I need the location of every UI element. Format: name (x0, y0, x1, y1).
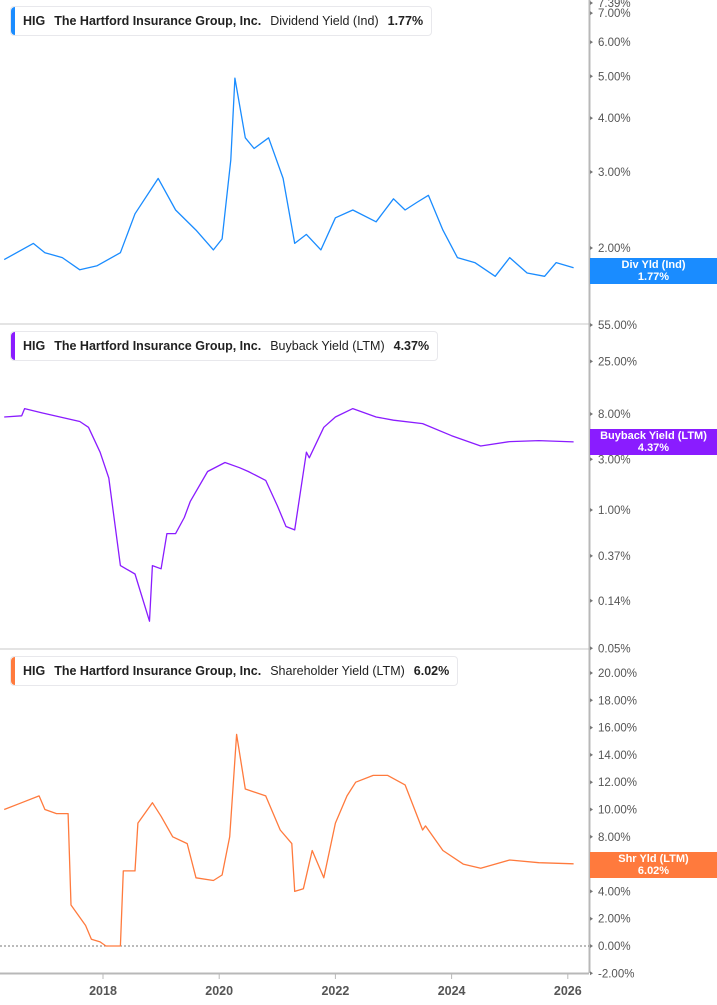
dividend-yield-value-tag: Div Yld (Ind) 1.77% (590, 258, 717, 284)
legend-shareholder-yield[interactable]: HIG The Hartford Insurance Group, Inc. S… (10, 656, 459, 686)
buyback-yield-value-tag: Buyback Yield (LTM) 4.37% (590, 429, 717, 455)
dividend-yield-line (3, 77, 574, 277)
svg-text:3.00%: 3.00% (598, 167, 631, 179)
svg-text:2.00%: 2.00% (598, 243, 631, 255)
series-color-marker (11, 657, 15, 685)
metric-label: Shareholder Yield (LTM) (270, 664, 405, 678)
shareholder-yield-value-tag: Shr Yld (LTM) 6.02% (590, 852, 717, 878)
buyback-yield-line (4, 407, 574, 622)
ticker-label: HIG (23, 664, 46, 678)
svg-text:0.37%: 0.37% (598, 551, 631, 563)
svg-text:2020: 2020 (205, 984, 233, 998)
svg-text:0.14%: 0.14% (598, 596, 631, 608)
metric-label: Dividend Yield (Ind) (270, 14, 379, 28)
metric-value: 1.77% (387, 14, 424, 28)
metric-value: 4.37% (393, 339, 430, 353)
svg-text:6.00%: 6.00% (598, 37, 631, 49)
tag-label: Shr Yld (LTM) (618, 853, 689, 865)
company-label: The Hartford Insurance Group, Inc. (54, 14, 262, 28)
svg-text:-2.00%: -2.00% (598, 968, 634, 980)
y-axis-ticks: 7.39%7.00% 6.00% 5.00% 4.00% 3.00% 2.00% 55.00… (590, 0, 637, 980)
series-color-marker (11, 7, 15, 35)
svg-text:2.00%: 2.00% (598, 914, 631, 926)
svg-text:3.00%: 3.00% (598, 454, 631, 466)
svg-text:55.00%: 55.00% (598, 320, 637, 332)
svg-text:4.00%: 4.00% (598, 113, 631, 125)
svg-text:10.00%: 10.00% (598, 805, 637, 817)
svg-text:18.00%: 18.00% (598, 695, 637, 707)
svg-text:7.39%: 7.39% (598, 0, 631, 10)
svg-text:4.00%: 4.00% (598, 886, 631, 898)
tag-label: Buyback Yield (LTM) (600, 430, 707, 442)
series-color-marker (11, 332, 15, 360)
metric-value: 6.02% (413, 664, 450, 678)
svg-text:16.00%: 16.00% (598, 723, 637, 735)
svg-text:0.00%: 0.00% (598, 941, 631, 953)
tag-value: 4.37% (637, 442, 670, 454)
svg-text:20.00%: 20.00% (598, 668, 637, 680)
x-axis-ticks: 2018 2020 2022 2024 2026 (89, 974, 582, 998)
tag-label: Div Yld (Ind) (621, 259, 686, 271)
svg-text:8.00%: 8.00% (598, 832, 631, 844)
svg-text:2026: 2026 (554, 984, 582, 998)
legend-dividend-yield[interactable]: HIG The Hartford Insurance Group, Inc. D… (10, 6, 433, 36)
company-label: The Hartford Insurance Group, Inc. (54, 664, 262, 678)
metric-label: Buyback Yield (LTM) (270, 339, 385, 353)
tag-value: 1.77% (637, 271, 670, 283)
svg-text:5.00%: 5.00% (598, 71, 631, 83)
svg-text:25.00%: 25.00% (598, 356, 637, 368)
legend-buyback-yield[interactable]: HIG The Hartford Insurance Group, Inc. B… (10, 331, 439, 361)
svg-text:7.00%: 7.00% (598, 8, 631, 20)
svg-text:8.00%: 8.00% (598, 409, 631, 421)
svg-text:14.00%: 14.00% (598, 750, 637, 762)
svg-text:2018: 2018 (89, 984, 117, 998)
tag-value: 6.02% (637, 865, 670, 877)
shareholder-yield-line (3, 733, 574, 947)
svg-text:1.00%: 1.00% (598, 505, 631, 517)
company-label: The Hartford Insurance Group, Inc. (54, 339, 262, 353)
svg-text:12.00%: 12.00% (598, 777, 637, 789)
ticker-label: HIG (23, 339, 46, 353)
ticker-label: HIG (23, 14, 46, 28)
svg-text:0.05%: 0.05% (598, 643, 631, 655)
svg-text:2024: 2024 (438, 984, 466, 998)
svg-text:2022: 2022 (321, 984, 349, 998)
